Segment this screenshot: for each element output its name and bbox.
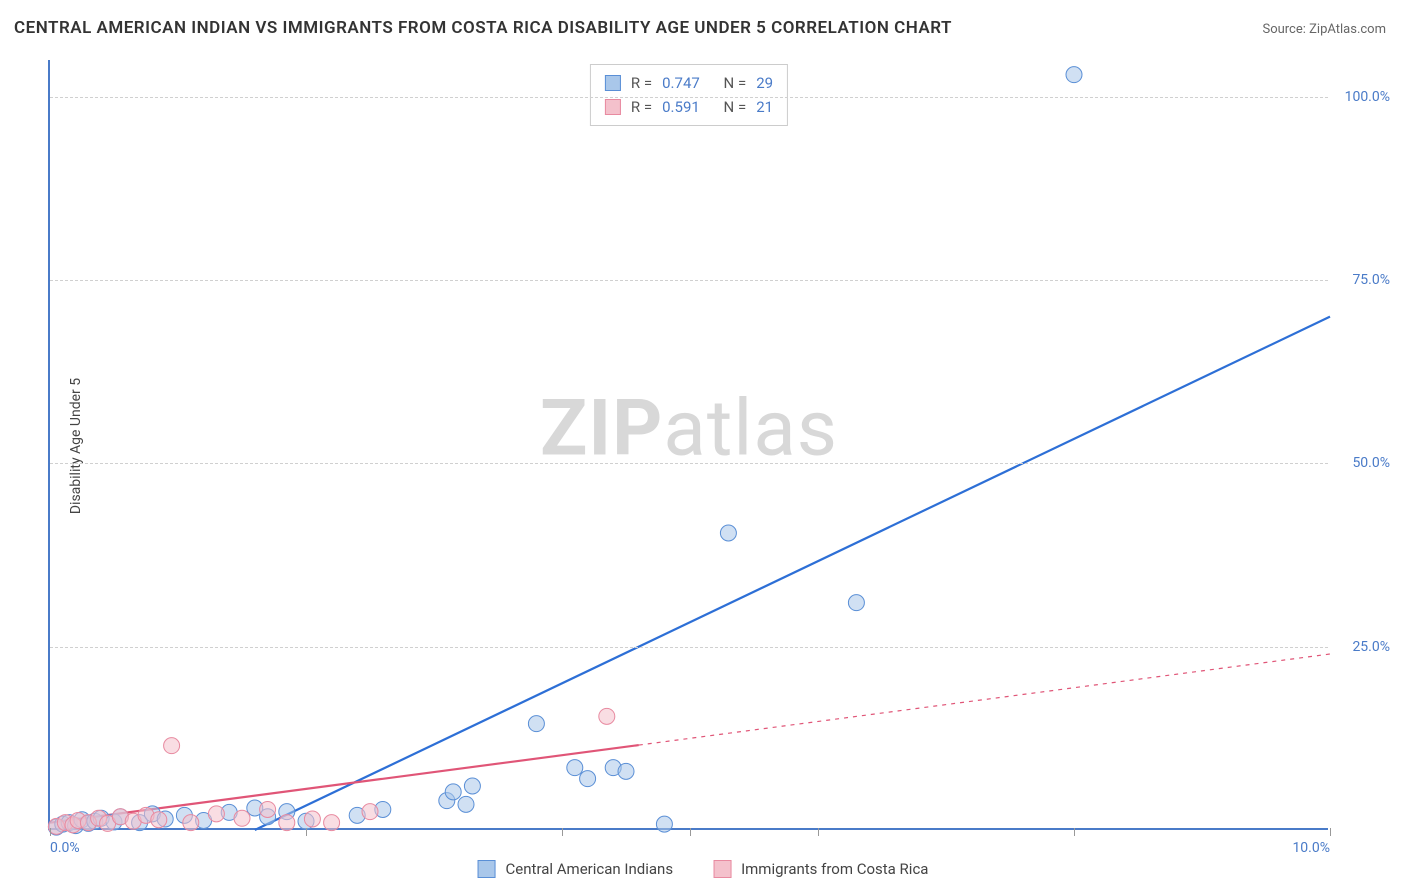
- chart-title: CENTRAL AMERICAN INDIAN VS IMMIGRANTS FR…: [14, 18, 952, 38]
- bottom-legend: Central American Indians Immigrants from…: [478, 860, 929, 878]
- xtick: [1074, 828, 1075, 836]
- xtick: [690, 828, 691, 836]
- gridline: [50, 280, 1328, 281]
- source-attribution: Source: ZipAtlas.com: [1262, 22, 1386, 37]
- ytick-label: 50.0%: [1352, 455, 1390, 471]
- legend-item-0: Central American Indians: [478, 860, 674, 878]
- plot-svg: [50, 60, 1328, 828]
- legend-swatch-0: [478, 860, 496, 878]
- xtick: [562, 828, 563, 836]
- gridline: [50, 463, 1328, 464]
- gridline: [50, 647, 1328, 648]
- xtick: [306, 828, 307, 836]
- xtick: [818, 828, 819, 836]
- legend-swatch-1: [713, 860, 731, 878]
- xtick-label: 0.0%: [50, 840, 80, 856]
- legend-label-1: Immigrants from Costa Rica: [741, 860, 928, 878]
- xtick: [50, 828, 51, 836]
- ytick-label: 100.0%: [1345, 89, 1390, 105]
- legend-item-1: Immigrants from Costa Rica: [713, 860, 928, 878]
- ytick-label: 25.0%: [1352, 639, 1390, 655]
- ytick-label: 75.0%: [1352, 272, 1390, 288]
- plot-area: ZIPatlas R = 0.747 N = 29 R = 0.591 N = …: [48, 60, 1328, 830]
- xtick: [1330, 828, 1331, 836]
- gridline: [50, 97, 1328, 98]
- xtick-label: 10.0%: [1292, 840, 1330, 856]
- legend-label-0: Central American Indians: [506, 860, 674, 878]
